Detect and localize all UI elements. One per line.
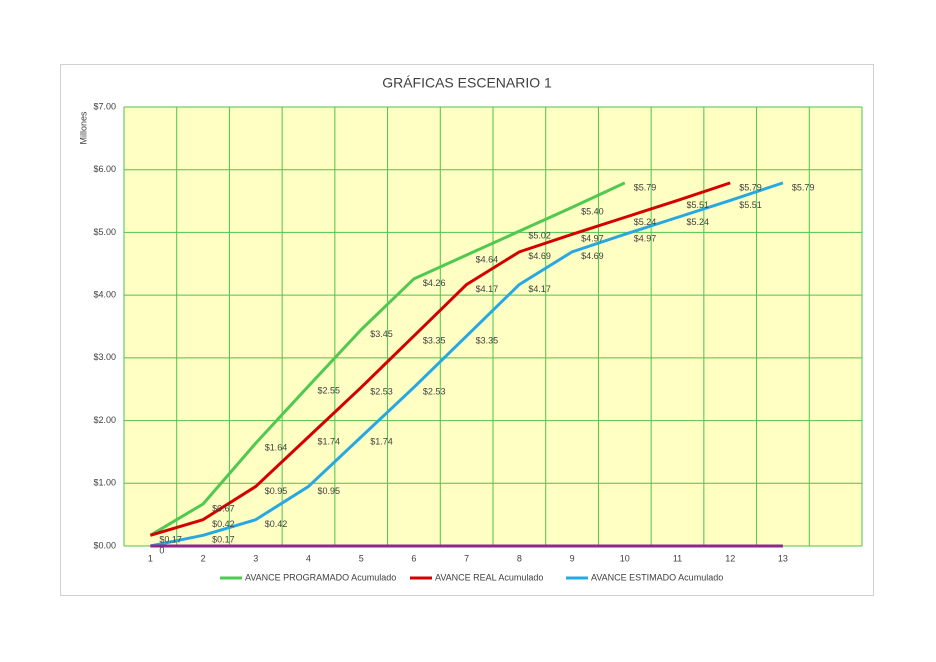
y-tick-label: $3.00 bbox=[93, 352, 116, 362]
data-label: $5.51 bbox=[739, 200, 762, 210]
x-tick-label: 7 bbox=[464, 553, 469, 563]
y-tick-label: $5.00 bbox=[93, 227, 116, 237]
data-label: $0.42 bbox=[265, 519, 288, 529]
x-tick-label: 6 bbox=[411, 553, 416, 563]
data-label: $4.69 bbox=[528, 251, 551, 261]
data-label: $1.74 bbox=[318, 436, 341, 446]
x-tick-label: 11 bbox=[673, 553, 682, 563]
data-label: $5.79 bbox=[634, 182, 657, 192]
data-label: $0.42 bbox=[212, 519, 235, 529]
data-label: $1.64 bbox=[265, 443, 288, 453]
data-label: $0.17 bbox=[159, 535, 182, 545]
x-tick-label: 5 bbox=[359, 553, 364, 563]
legend-label: AVANCE PROGRAMADO Acumulado bbox=[245, 572, 396, 582]
series-line bbox=[150, 181, 784, 548]
data-label: $0.95 bbox=[318, 486, 341, 496]
series-line bbox=[149, 181, 731, 537]
x-tick-label: 1 bbox=[148, 553, 153, 563]
data-label: $1.74 bbox=[370, 436, 393, 446]
data-label: $3.35 bbox=[476, 335, 499, 345]
x-tick-label: 4 bbox=[306, 553, 311, 563]
legend-label: AVANCE REAL Acumulado bbox=[435, 572, 543, 582]
x-tick-label: 3 bbox=[253, 553, 258, 563]
chart-title: GRÁFICAS ESCENARIO 1 bbox=[382, 75, 552, 91]
data-label: $5.40 bbox=[581, 207, 604, 217]
data-label: $4.69 bbox=[581, 251, 604, 261]
data-label: $4.17 bbox=[476, 284, 499, 294]
x-tick-label: 13 bbox=[778, 553, 788, 563]
data-label: $5.02 bbox=[528, 231, 551, 241]
y-tick-label: $0.00 bbox=[93, 540, 116, 550]
data-label: $3.35 bbox=[423, 335, 446, 345]
data-label: $0.67 bbox=[212, 503, 235, 513]
data-label: $3.45 bbox=[370, 329, 393, 339]
series-line bbox=[149, 181, 626, 537]
x-tick-label: 9 bbox=[570, 553, 575, 563]
data-label: $4.97 bbox=[581, 234, 604, 244]
data-label: $4.64 bbox=[476, 254, 499, 264]
data-label: $0.17 bbox=[212, 535, 235, 545]
x-tick-label: 8 bbox=[517, 553, 522, 563]
data-label: $2.53 bbox=[370, 387, 393, 397]
data-label: $2.53 bbox=[423, 387, 446, 397]
legend-label: AVANCE ESTIMADO Acumulado bbox=[591, 572, 723, 582]
data-label: $5.24 bbox=[634, 217, 657, 227]
data-label: $5.79 bbox=[792, 182, 815, 192]
y-tick-label: $1.00 bbox=[93, 478, 116, 488]
data-label: $5.24 bbox=[687, 217, 710, 227]
data-label: $0.95 bbox=[265, 486, 288, 496]
y-tick-label: $7.00 bbox=[93, 101, 116, 111]
y-axis-label: Millones bbox=[78, 111, 88, 145]
x-tick-label: 12 bbox=[725, 553, 735, 563]
data-label: $4.26 bbox=[423, 278, 446, 288]
x-tick-label: 10 bbox=[620, 553, 630, 563]
data-label: $2.55 bbox=[318, 385, 341, 395]
data-label: $4.17 bbox=[528, 284, 551, 294]
data-label: $5.79 bbox=[739, 182, 762, 192]
y-tick-label: $2.00 bbox=[93, 415, 116, 425]
data-label: 0 bbox=[159, 545, 164, 555]
x-tick-label: 2 bbox=[201, 553, 206, 563]
y-tick-label: $6.00 bbox=[93, 164, 116, 174]
y-tick-label: $4.00 bbox=[93, 290, 116, 300]
data-label: $4.97 bbox=[634, 234, 657, 244]
data-label: $5.51 bbox=[687, 200, 710, 210]
